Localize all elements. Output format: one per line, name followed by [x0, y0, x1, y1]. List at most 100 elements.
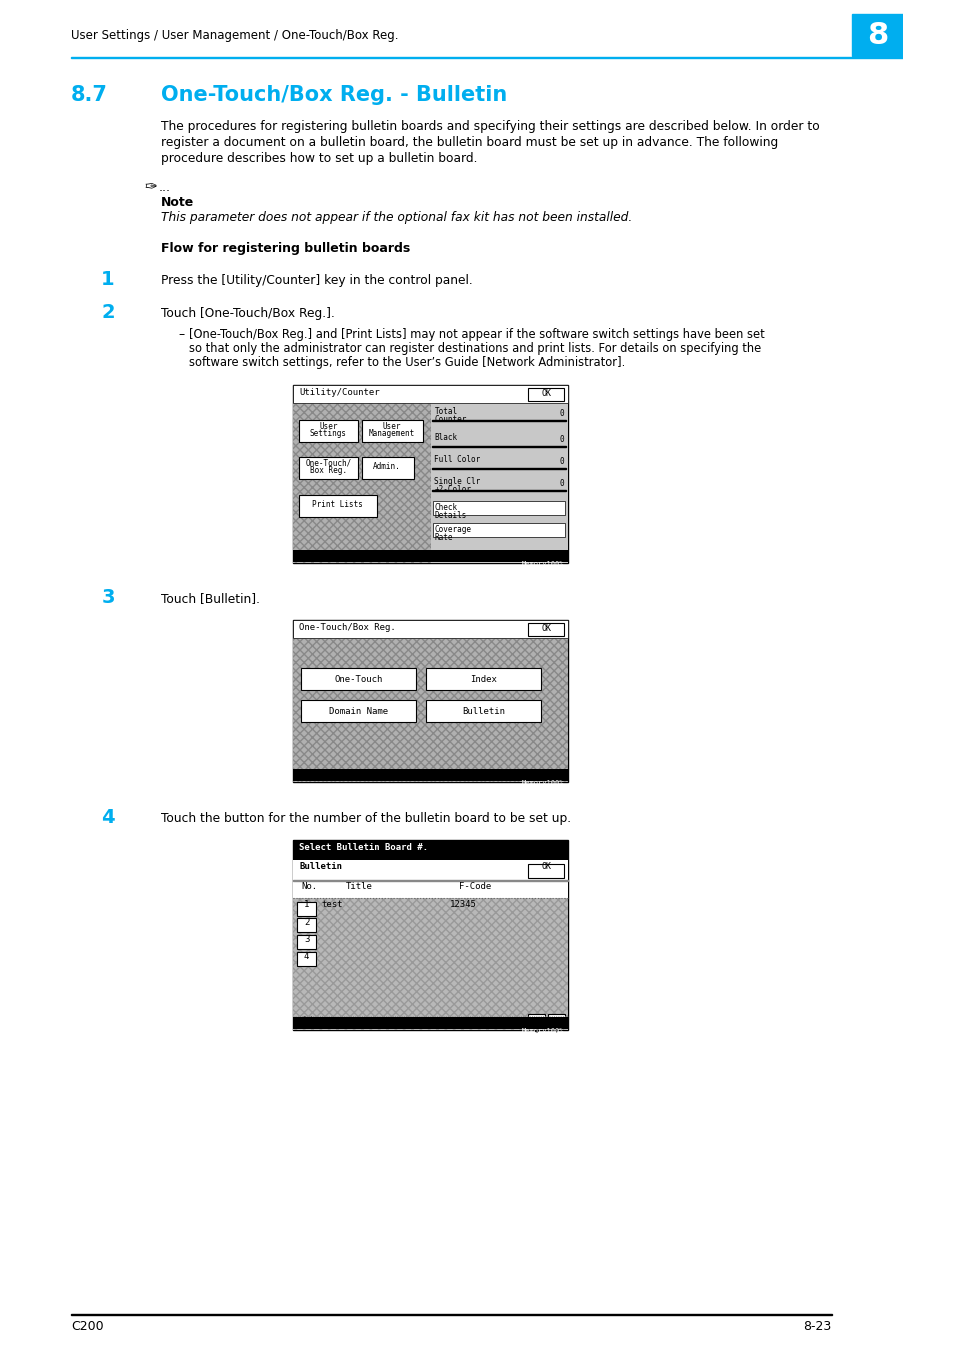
- Bar: [71, 57, 902, 58]
- Bar: [298, 495, 376, 517]
- Bar: [851, 14, 902, 55]
- Text: 3: 3: [304, 936, 309, 944]
- Text: Management: Management: [368, 429, 415, 437]
- Text: 2: 2: [304, 918, 309, 927]
- Text: OK: OK: [540, 624, 551, 633]
- Bar: [294, 620, 567, 639]
- Text: Touch the button for the number of the bulletin board to be set up.: Touch the button for the number of the b…: [161, 811, 571, 825]
- Text: Counter: Counter: [434, 414, 466, 424]
- Text: 1: 1: [101, 270, 114, 289]
- Text: One-Touch/: One-Touch/: [305, 459, 351, 468]
- Text: The procedures for registering bulletin boards and specifying their settings are: The procedures for registering bulletin …: [161, 120, 819, 134]
- Text: Box Reg.: Box Reg.: [310, 466, 347, 475]
- Text: 4: 4: [101, 809, 114, 828]
- Text: Settings: Settings: [310, 429, 347, 437]
- Text: procedure describes how to set up a bulletin board.: procedure describes how to set up a bull…: [161, 153, 476, 165]
- Text: register a document on a bulletin board, the bulletin board must be set up in ad: register a document on a bulletin board,…: [161, 136, 778, 148]
- Text: 0: 0: [558, 409, 563, 418]
- Bar: [298, 420, 357, 441]
- Text: 0: 0: [558, 479, 563, 487]
- Text: Coverage: Coverage: [434, 525, 471, 535]
- Text: 4: 4: [304, 952, 309, 961]
- Text: Note: Note: [161, 196, 193, 209]
- Text: Details: Details: [434, 512, 466, 520]
- Bar: [528, 1014, 544, 1027]
- Text: Single Clr: Single Clr: [434, 477, 480, 486]
- Text: Flow for registering bulletin boards: Flow for registering bulletin boards: [161, 242, 410, 255]
- Bar: [547, 1014, 564, 1027]
- Bar: [430, 404, 567, 563]
- Text: Check: Check: [434, 504, 457, 512]
- Bar: [361, 458, 414, 479]
- Bar: [294, 840, 567, 860]
- Text: 2: 2: [101, 302, 114, 323]
- Bar: [528, 622, 563, 636]
- Text: 8-23: 8-23: [802, 1320, 831, 1332]
- Bar: [294, 404, 567, 563]
- Text: Touch [One-Touch/Box Reg.].: Touch [One-Touch/Box Reg.].: [161, 306, 335, 320]
- Text: [One-Touch/Box Reg.] and [Print Lists] may not appear if the software switch set: [One-Touch/Box Reg.] and [Print Lists] m…: [189, 328, 764, 342]
- Bar: [294, 385, 567, 563]
- Bar: [294, 882, 567, 898]
- Text: Touch [Bulletin].: Touch [Bulletin].: [161, 593, 259, 605]
- Text: +2-Color: +2-Color: [434, 485, 471, 494]
- Text: C200: C200: [71, 1320, 104, 1332]
- Bar: [300, 701, 416, 722]
- Text: User: User: [382, 423, 400, 431]
- Text: Bulletin: Bulletin: [298, 863, 342, 871]
- Text: ¹/₃: ¹/₃: [300, 1017, 318, 1026]
- Text: so that only the administrator can register destinations and print lists. For de: so that only the administrator can regis…: [189, 342, 760, 355]
- Text: Black: Black: [434, 433, 457, 441]
- Bar: [296, 952, 315, 967]
- Text: –: –: [177, 328, 184, 342]
- Text: User Settings / User Management / One-Touch/Box Reg.: User Settings / User Management / One-To…: [71, 28, 398, 42]
- Text: Title: Title: [345, 882, 372, 891]
- Bar: [425, 701, 540, 722]
- Text: One-Touch: One-Touch: [335, 675, 382, 683]
- Text: Memory100%: Memory100%: [521, 1027, 563, 1034]
- Text: 8: 8: [865, 22, 887, 50]
- Text: 1: 1: [304, 900, 309, 909]
- Text: Utility/Counter: Utility/Counter: [298, 387, 379, 397]
- Text: ↓: ↓: [532, 1025, 540, 1035]
- Bar: [294, 860, 567, 880]
- Text: Admin.: Admin.: [373, 462, 400, 471]
- Text: Select Bulletin Board #.: Select Bulletin Board #.: [298, 842, 428, 852]
- Text: Memory100%: Memory100%: [521, 562, 563, 567]
- Text: 12345: 12345: [449, 900, 476, 909]
- Text: 8.7: 8.7: [71, 85, 108, 105]
- Bar: [528, 387, 563, 401]
- Text: ...: ...: [159, 181, 171, 194]
- Text: 0: 0: [558, 435, 563, 444]
- Text: Total: Total: [434, 406, 457, 416]
- Text: test: test: [321, 900, 343, 909]
- Bar: [294, 769, 567, 782]
- Text: 3: 3: [101, 589, 114, 608]
- Text: ✑: ✑: [145, 178, 157, 193]
- Text: This parameter does not appear if the optional fax kit has not been installed.: This parameter does not appear if the op…: [161, 211, 632, 224]
- Bar: [294, 620, 567, 782]
- Bar: [433, 501, 564, 514]
- Text: One-Touch/Box Reg.: One-Touch/Box Reg.: [298, 622, 395, 632]
- Bar: [298, 458, 357, 479]
- Bar: [294, 385, 567, 404]
- Text: F-Code: F-Code: [458, 882, 491, 891]
- Text: OK: OK: [540, 389, 551, 398]
- Text: Press the [Utility/Counter] key in the control panel.: Press the [Utility/Counter] key in the c…: [161, 274, 472, 288]
- Text: Rate: Rate: [434, 533, 453, 541]
- Text: Full Color: Full Color: [434, 455, 480, 464]
- Text: One-Touch/Box Reg. - Bulletin: One-Touch/Box Reg. - Bulletin: [161, 85, 507, 105]
- Bar: [294, 639, 567, 782]
- Bar: [296, 902, 315, 917]
- Text: 0: 0: [558, 458, 563, 466]
- Text: User: User: [319, 423, 337, 431]
- Bar: [294, 549, 567, 562]
- Text: No.: No.: [300, 882, 316, 891]
- Bar: [296, 936, 315, 949]
- Bar: [294, 1017, 567, 1029]
- Text: Domain Name: Domain Name: [329, 706, 388, 716]
- Bar: [528, 864, 563, 878]
- Bar: [296, 918, 315, 932]
- Text: OK: OK: [540, 863, 551, 871]
- Bar: [433, 522, 564, 537]
